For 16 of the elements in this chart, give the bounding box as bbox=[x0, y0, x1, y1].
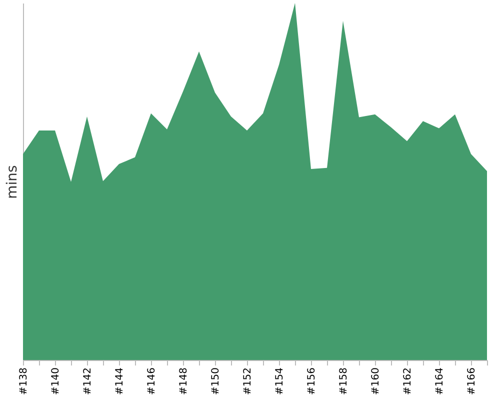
x-tick-label: #156 bbox=[306, 368, 318, 395]
x-tick-label: #164 bbox=[434, 368, 446, 395]
x-tick-label: #150 bbox=[210, 368, 222, 395]
x-tick-label: #148 bbox=[178, 368, 190, 395]
x-tick-label: #142 bbox=[82, 368, 94, 395]
x-tick-label: #154 bbox=[274, 368, 286, 395]
x-tick-label: #166 bbox=[466, 368, 478, 395]
x-tick-label: #146 bbox=[146, 368, 158, 395]
x-tick-label: #138 bbox=[18, 368, 30, 395]
x-tick-label: #160 bbox=[370, 368, 382, 395]
x-tick-label: #152 bbox=[242, 368, 254, 395]
x-tick-label: #162 bbox=[402, 368, 414, 395]
x-tick-label: #140 bbox=[50, 368, 62, 395]
x-tick-label: #144 bbox=[114, 368, 126, 395]
y-axis-title: mins bbox=[4, 165, 20, 199]
x-tick-label: #158 bbox=[338, 368, 350, 395]
